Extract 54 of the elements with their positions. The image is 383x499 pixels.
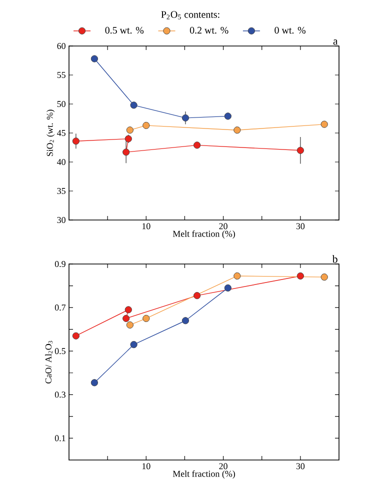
point [234,272,241,280]
point [224,112,232,120]
x-tick-label: 30 [296,223,305,230]
point [130,102,138,109]
y-axis-title: SiO$_{2}$ (wt. %) [46,110,55,156]
point [72,138,80,145]
point [122,314,130,322]
point [296,272,304,280]
y-tick-label: 55 [57,72,66,78]
y-tick-label: 60 [57,42,66,50]
point [72,332,80,340]
point [194,142,201,149]
point [320,274,328,281]
y-axis-title: CaO/ Al$_{2}$O$_{3}$ [45,340,52,384]
x-axis-title: Melt fraction (%) [172,470,235,479]
y-tick-label: 40 [57,158,66,166]
point [234,126,241,134]
point [126,321,134,329]
point [224,284,232,292]
x-tick-label: 20 [219,223,228,230]
legend-label: 0.2 wt. % [190,26,228,34]
x-tick-label: 10 [142,223,150,230]
y-tick-label: 50 [57,100,66,108]
point [130,341,138,348]
point [182,114,190,122]
point [296,146,304,154]
point [90,55,98,62]
y-tick-label: 0.5 [54,348,66,354]
y-tick-label: 35 [57,188,66,194]
point [124,135,132,142]
point [126,126,134,134]
y-tick-label: 0.7 [54,304,66,311]
y-tick-label: 30 [57,216,66,224]
point [142,314,150,322]
point [124,306,132,314]
y-tick-label: 0.1 [54,435,66,442]
point [142,122,150,129]
point [182,317,190,324]
point [90,379,98,386]
legend-label: 0.5 wt. % [105,26,144,34]
y-tick-label: 0.3 [54,392,66,398]
y-tick-label: 45 [57,130,66,136]
x-axis-title: Melt fraction (%) [172,230,235,239]
point [320,120,328,128]
x-tick-label: 20 [219,463,228,470]
text: a [333,40,338,45]
legend-label: 0 wt. % [274,26,306,34]
x-tick-label: 30 [296,463,305,470]
point [194,292,201,300]
x-tick-label: 10 [142,463,150,470]
text: b [332,255,338,263]
legend-title: P$_{2}$O$_{5}$ contents: [161,11,220,20]
y-tick-label: 0.9 [54,260,66,268]
point [122,148,130,156]
